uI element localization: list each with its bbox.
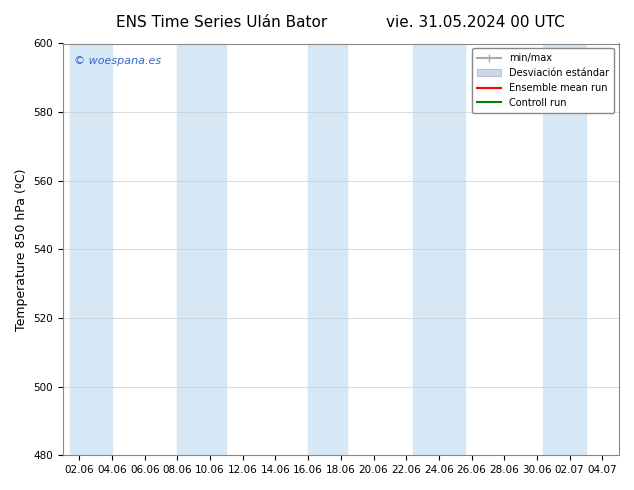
- Bar: [413, 44, 465, 455]
- Bar: [178, 44, 226, 455]
- Legend: min/max, Desviación estándar, Ensemble mean run, Controll run: min/max, Desviación estándar, Ensemble m…: [472, 49, 614, 113]
- Text: ENS Time Series Ulán Bator: ENS Time Series Ulán Bator: [116, 15, 328, 30]
- Bar: [70, 44, 112, 455]
- Bar: [308, 44, 347, 455]
- Text: vie. 31.05.2024 00 UTC: vie. 31.05.2024 00 UTC: [386, 15, 565, 30]
- Text: © woespana.es: © woespana.es: [74, 56, 161, 66]
- Bar: [543, 44, 586, 455]
- Y-axis label: Temperature 850 hPa (ºC): Temperature 850 hPa (ºC): [15, 168, 28, 331]
